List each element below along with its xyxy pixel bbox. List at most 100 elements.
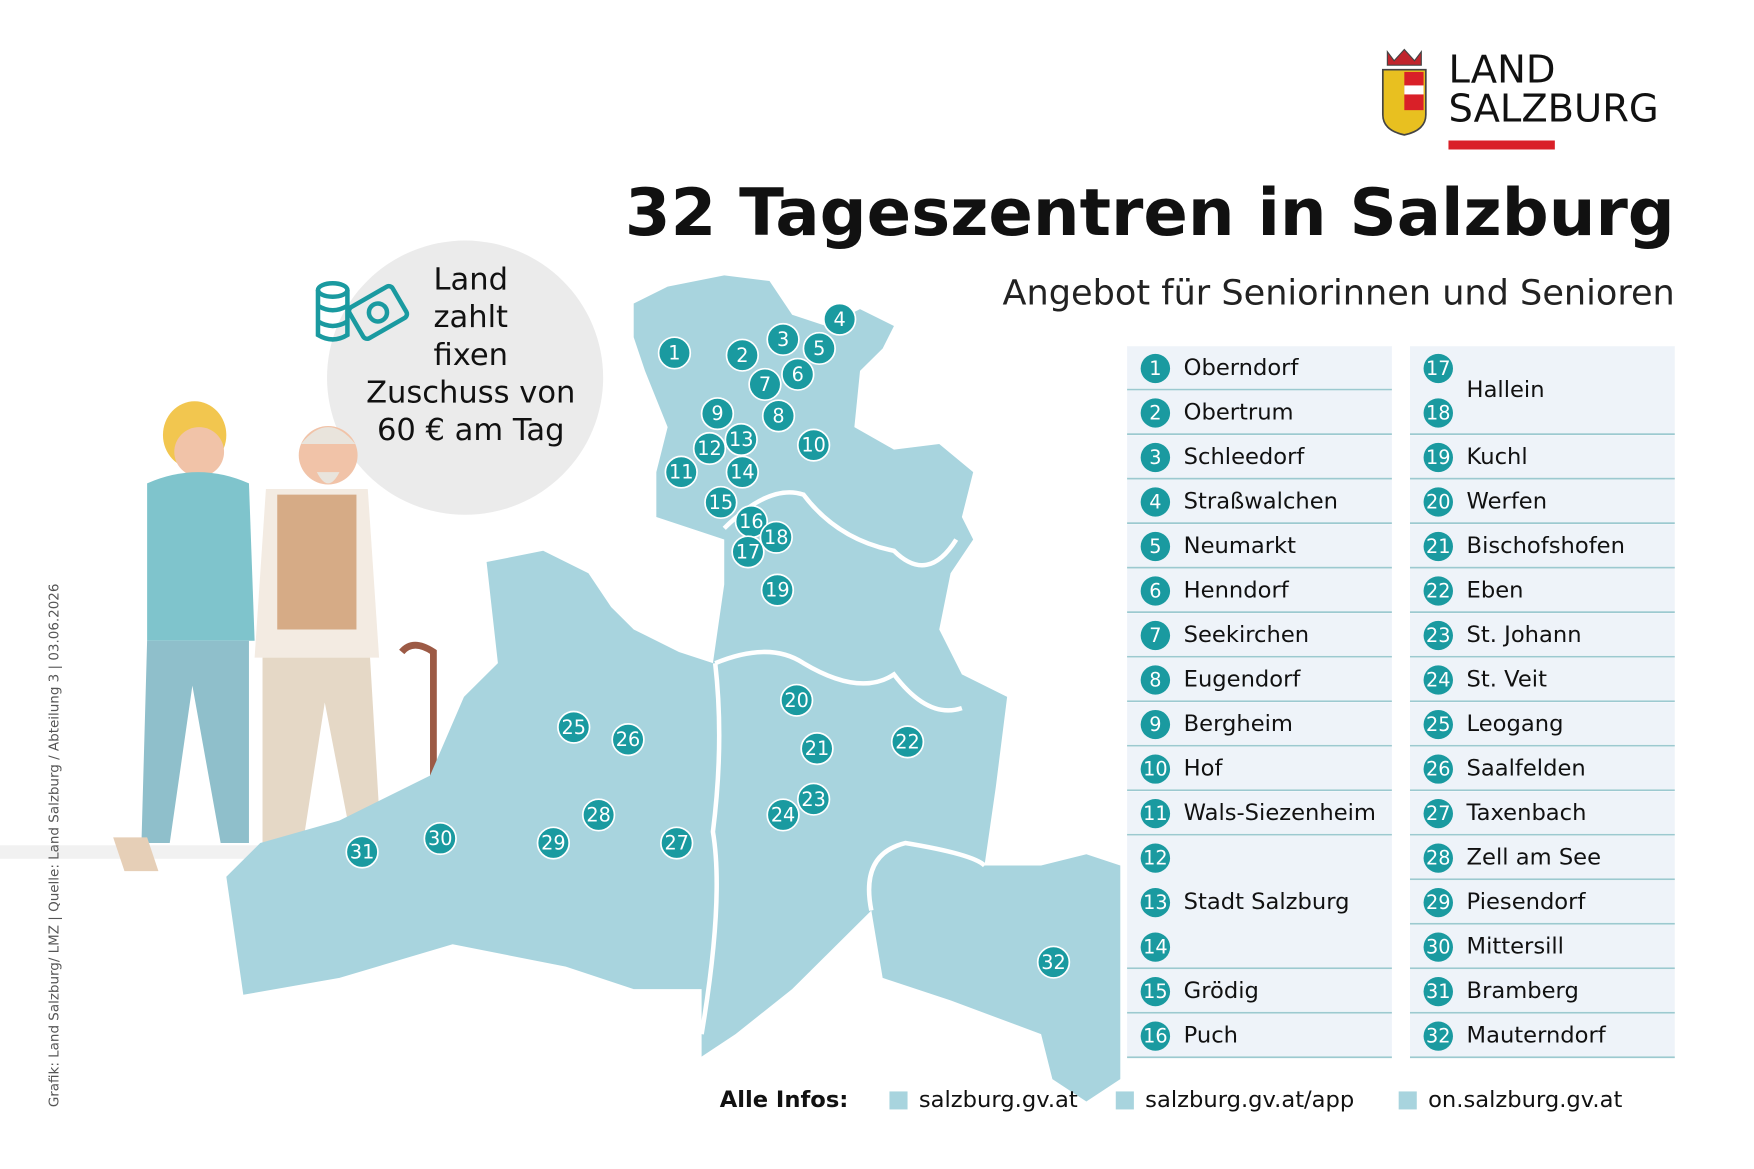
- list-row: [1409, 702, 1675, 745]
- map-marker-label: 1: [668, 342, 680, 365]
- list-row: [1409, 835, 1675, 879]
- footer-link[interactable]: salzburg.gv.at: [919, 1087, 1078, 1113]
- list-name: Bramberg: [1467, 978, 1579, 1004]
- list-number-badge: [1140, 932, 1171, 962]
- list-row: [1409, 746, 1675, 790]
- bubble-text: Land: [434, 263, 508, 298]
- list-number: 10: [1143, 758, 1167, 781]
- list-number-badge: [1140, 398, 1171, 428]
- list-number-badge: [1140, 353, 1171, 384]
- map-marker-label: 22: [895, 731, 919, 754]
- list-name: St. Veit: [1467, 667, 1548, 693]
- list-name: Henndorf: [1184, 578, 1290, 604]
- map-marker: [890, 725, 925, 759]
- map-marker-label: 14: [730, 461, 754, 484]
- map-marker: [796, 782, 831, 816]
- list-number: 26: [1426, 758, 1450, 781]
- list-number-badge: [1423, 620, 1453, 651]
- list-number-badge: [1423, 353, 1453, 384]
- list-row: [1409, 479, 1675, 523]
- list-row: [1127, 746, 1392, 790]
- list-row: [1127, 1013, 1392, 1057]
- list-number-badge: [1423, 709, 1453, 740]
- list-number-badge: [1423, 442, 1453, 473]
- footer-label: Alle Infos:: [720, 1087, 849, 1113]
- list-name: Straßwalchen: [1184, 489, 1338, 515]
- list-number-badge: [1140, 887, 1171, 918]
- list-row: [1409, 613, 1675, 656]
- list-name: Mauterndorf: [1467, 1023, 1607, 1049]
- map-marker-label: 12: [697, 437, 721, 460]
- link-bullet: [889, 1091, 908, 1110]
- list-number-badge: [1140, 487, 1171, 517]
- coat-stripe: [1404, 85, 1424, 95]
- list-number-badge: [1423, 798, 1453, 829]
- title: 32 Tageszentren in Salzburg: [625, 175, 1675, 251]
- list-name: Zell am See: [1467, 845, 1601, 871]
- map-marker: [657, 336, 692, 370]
- map-marker: [692, 431, 727, 466]
- map-marker-label: 7: [759, 373, 771, 396]
- list-number: 22: [1426, 580, 1450, 603]
- list-row: [1409, 924, 1675, 968]
- list-name: Kuchl: [1467, 444, 1528, 470]
- list-name: Leogang: [1467, 711, 1564, 737]
- list-number-badge: [1140, 665, 1171, 695]
- list-name: Schleedorf: [1184, 444, 1306, 470]
- map-marker-label: 13: [729, 428, 753, 451]
- logo: LAND SALZBURG: [1381, 48, 1659, 150]
- map-marker-label: 4: [834, 308, 846, 331]
- map-marker-label: 25: [561, 716, 585, 739]
- list-number: 30: [1426, 936, 1450, 959]
- map-marker: [760, 573, 795, 607]
- list-row: [1409, 568, 1675, 612]
- map-marker: [660, 826, 694, 860]
- list-row: [1127, 613, 1392, 656]
- list-row: [1127, 435, 1392, 478]
- logo-text: LAND: [1448, 48, 1555, 93]
- map-marker: [766, 798, 800, 832]
- list-number: 5: [1149, 535, 1161, 558]
- list-row: [1127, 390, 1392, 433]
- map-marker: [345, 835, 379, 869]
- map-marker: [781, 357, 815, 391]
- list-row: [1127, 969, 1392, 1012]
- map-marker-label: 6: [792, 363, 804, 386]
- map-marker-label: 16: [739, 510, 763, 533]
- list-number-badge: [1140, 442, 1171, 473]
- footer-link[interactable]: on.salzburg.gv.at: [1428, 1087, 1622, 1113]
- list-number: 4: [1149, 491, 1161, 514]
- list-number: 14: [1143, 936, 1167, 959]
- map-marker-label: 15: [709, 491, 733, 514]
- list-number-badge: [1423, 887, 1453, 918]
- map-marker: [1036, 945, 1071, 979]
- list-row: [1409, 346, 1675, 433]
- footer-link[interactable]: salzburg.gv.at/app: [1145, 1087, 1354, 1113]
- list-number-badge: [1423, 977, 1453, 1007]
- list-name: Seekirchen: [1184, 622, 1309, 648]
- list-number: 25: [1426, 713, 1450, 736]
- link-bullet: [1398, 1091, 1417, 1110]
- map-marker: [759, 520, 793, 554]
- list-row: [1127, 346, 1392, 389]
- map-marker: [800, 732, 834, 766]
- list-name: Grödig: [1184, 978, 1259, 1004]
- map-marker-label: 3: [777, 328, 789, 351]
- list-number: 21: [1426, 535, 1450, 558]
- list-row: [1127, 524, 1392, 567]
- map-marker: [822, 302, 857, 336]
- map-marker: [725, 338, 760, 372]
- salzburg-map: [226, 275, 1121, 1102]
- list-number: 18: [1426, 402, 1450, 425]
- map: [226, 275, 1121, 1102]
- list-row: [1127, 568, 1392, 612]
- list-row: [1409, 435, 1675, 478]
- map-marker-label: 5: [813, 337, 825, 360]
- list-number: 11: [1143, 802, 1167, 825]
- list-number-badge: [1140, 798, 1171, 829]
- money-icon: [315, 281, 410, 342]
- list-number-badge: [1140, 709, 1171, 740]
- map-marker-label: 23: [801, 788, 825, 811]
- logo-bar: [1448, 140, 1555, 150]
